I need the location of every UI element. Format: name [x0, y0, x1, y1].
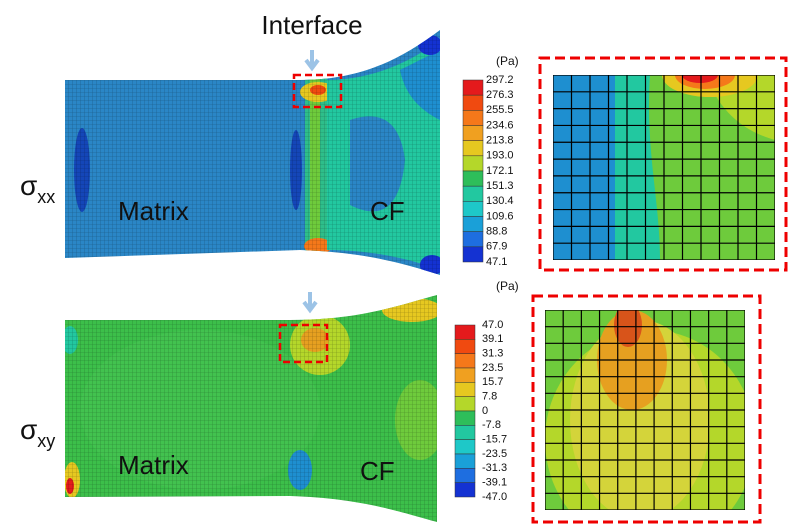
colorbar-label: 276.3 [486, 89, 514, 101]
colorbar-label: 0 [482, 405, 488, 417]
colorbar-cell [454, 410, 476, 426]
colorbar-label: 15.7 [482, 376, 503, 388]
colorbar-label: 193.0 [486, 150, 514, 162]
colorbar-cell [462, 155, 484, 172]
colorbar-label: -15.7 [482, 434, 507, 446]
colorbar-cell [454, 367, 476, 383]
colorbar-label: 255.5 [486, 104, 514, 116]
colorbar-label: -23.5 [482, 448, 507, 460]
zoom-marker [292, 73, 343, 109]
arrow [304, 50, 320, 72]
colorbar-label: -7.8 [482, 419, 501, 431]
symbol: σ [20, 170, 37, 201]
unit-label: (Pa) [496, 279, 519, 293]
colorbar-cell [462, 140, 484, 157]
colorbar-cell [462, 110, 484, 126]
colorbar-cell [462, 216, 484, 232]
fiber-label: CF [370, 196, 405, 226]
colorbar-label: -31.3 [482, 462, 507, 474]
unit-label: (Pa) [496, 54, 519, 68]
colorbar-cell [462, 125, 484, 141]
colorbar-cell [462, 94, 484, 111]
stress-label: σxy [20, 414, 55, 450]
colorbar-cell [454, 482, 476, 498]
fiber-label: CF [360, 456, 395, 486]
zoom-frame [538, 56, 788, 272]
sxx-contour [65, 30, 440, 275]
colorbar-cell [454, 339, 476, 354]
sxx-zoom [553, 75, 775, 260]
colorbar-cell [462, 79, 484, 96]
colorbar-label: 39.1 [482, 333, 503, 345]
colorbar-cell [462, 185, 484, 202]
colorbar-label: 47.0 [482, 319, 503, 331]
colorbar-label: 297.2 [486, 74, 514, 86]
colorbar-cell [454, 425, 476, 440]
colorbar-label: 109.6 [486, 210, 514, 222]
colorbar-label: -39.1 [482, 477, 507, 489]
zoom-marker [278, 323, 329, 364]
colorbar-cell [462, 246, 484, 263]
colorbar-cell [462, 231, 484, 248]
colorbar-cell [454, 468, 476, 483]
matrix-label: Matrix [118, 196, 189, 226]
colorbar-cell [462, 201, 484, 217]
colorbar-label: 7.8 [482, 391, 497, 403]
colorbar-label: 23.5 [482, 362, 503, 374]
interface-label: Interface [261, 10, 362, 40]
sxy-zoom [545, 310, 745, 510]
colorbar-label: 130.4 [486, 195, 514, 207]
subscript: xx [37, 187, 55, 207]
colorbar-label: 172.1 [486, 165, 514, 177]
colorbar-cell [454, 439, 476, 455]
colorbar-cell [454, 453, 476, 469]
matrix-label: Matrix [118, 450, 189, 480]
arrow [302, 292, 318, 314]
colorbar-label: 47.1 [486, 256, 507, 268]
colorbar-label: 151.3 [486, 180, 514, 192]
symbol: σ [20, 414, 37, 445]
zoom-frame [531, 294, 762, 524]
colorbar-cell [454, 353, 476, 369]
colorbar-label: 67.9 [486, 241, 507, 253]
colorbar-cell [454, 324, 476, 340]
colorbar-cell [454, 396, 476, 412]
colorbar-label: 213.8 [486, 135, 514, 147]
colorbar-label: 234.6 [486, 119, 514, 131]
colorbar-cell [454, 382, 476, 397]
colorbar-label: 31.3 [482, 348, 503, 360]
colorbar-label: 88.8 [486, 226, 507, 238]
colorbar-label: -47.0 [482, 491, 507, 503]
colorbar-cell [462, 170, 484, 187]
stress-label: σxx [20, 170, 55, 206]
sxy-contour [65, 295, 437, 522]
subscript: xy [37, 431, 55, 451]
